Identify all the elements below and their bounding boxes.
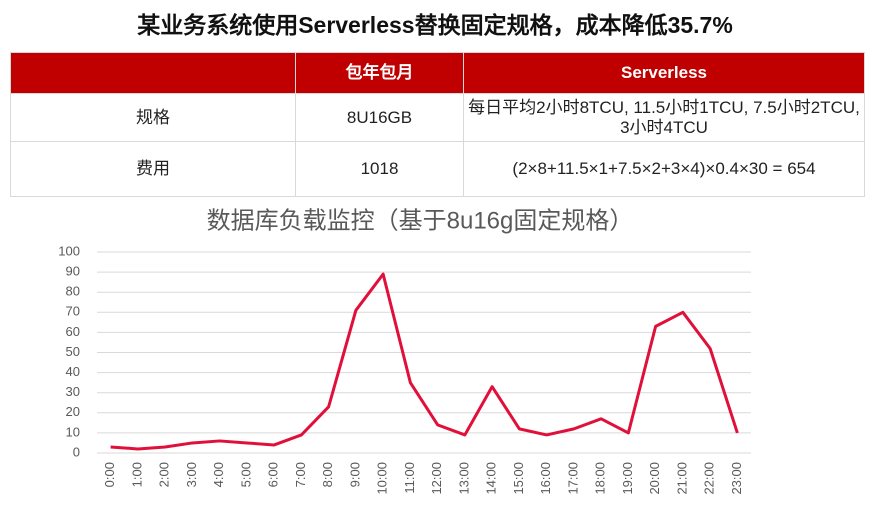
y-tick-label: 50	[66, 344, 80, 359]
y-tick-label: 40	[66, 364, 80, 379]
x-tick-label: 10:00	[375, 462, 390, 495]
x-tick-label: 7:00	[293, 462, 308, 487]
x-tick-label: 16:00	[538, 462, 553, 495]
x-tick-label: 9:00	[347, 462, 362, 487]
y-tick-label: 90	[66, 264, 80, 279]
x-tick-label: 13:00	[456, 462, 471, 495]
table-row: 规格 8U16GB 每日平均2小时8TCU, 11.5小时1TCU, 7.5小时…	[10, 93, 865, 142]
x-tick-label: 23:00	[729, 462, 744, 495]
x-tick-label: 15:00	[511, 462, 526, 495]
header-cell	[10, 52, 296, 94]
x-tick-label: 19:00	[620, 462, 635, 495]
cell: 1018	[295, 141, 464, 197]
y-tick-label: 0	[73, 444, 80, 459]
header-row: 包年包月 Serverless	[10, 52, 865, 94]
x-tick-label: 0:00	[102, 462, 117, 487]
x-tick-label: 17:00	[565, 462, 580, 495]
line	[110, 272, 739, 451]
x-tick-label: 12:00	[429, 462, 444, 495]
x-tick-label: 3:00	[184, 462, 199, 487]
cell: 费用	[10, 141, 296, 197]
y-tick-label: 60	[66, 324, 80, 339]
x-tick-label: 5:00	[238, 462, 253, 487]
y-tick-label: 80	[66, 284, 80, 299]
cell: 8U16GB	[295, 93, 464, 142]
x-tick-label: 2:00	[157, 462, 172, 487]
y-tick-label: 10	[66, 424, 80, 439]
x-tick-label: 18:00	[593, 462, 608, 495]
page-title: 某业务系统使用Serverless替换固定规格，成本降低35.7%	[137, 12, 733, 38]
cell: 每日平均2小时8TCU, 11.5小时1TCU, 7.5小时2TCU, 3小时4…	[463, 93, 865, 142]
y-tick-label: 100	[58, 243, 80, 258]
header-cell: Serverless	[463, 52, 865, 94]
y-tick-label: 20	[66, 404, 80, 419]
x-tick-label: 8:00	[320, 462, 335, 487]
y-tick-label: 30	[66, 384, 80, 399]
x-tick-label: 22:00	[702, 462, 717, 495]
cell: 规格	[10, 93, 296, 142]
x-tick-label: 20:00	[647, 462, 662, 495]
table-row: 费用 1018 (2×8+11.5×1+7.5×2+3×4)×0.4×30 = …	[10, 141, 865, 197]
cell: (2×8+11.5×1+7.5×2+3×4)×0.4×30 = 654	[463, 141, 865, 197]
x-tick-label: 6:00	[266, 462, 281, 487]
cost-table: 包年包月 Serverless 规格 8U16GB 每日平均2小时8TCU, 1…	[10, 52, 865, 197]
x-tick-label: 14:00	[484, 462, 499, 495]
x-tick-label: 11:00	[402, 462, 417, 494]
x-tick-label: 4:00	[211, 462, 226, 487]
y-tick-label: 70	[66, 304, 80, 319]
header-cell: 包年包月	[295, 52, 464, 94]
x-tick-label: 21:00	[674, 462, 689, 495]
chart-title: 数据库负载监控（基于8u16g固定规格）	[207, 207, 634, 234]
x-tick-label: 1:00	[129, 462, 144, 487]
